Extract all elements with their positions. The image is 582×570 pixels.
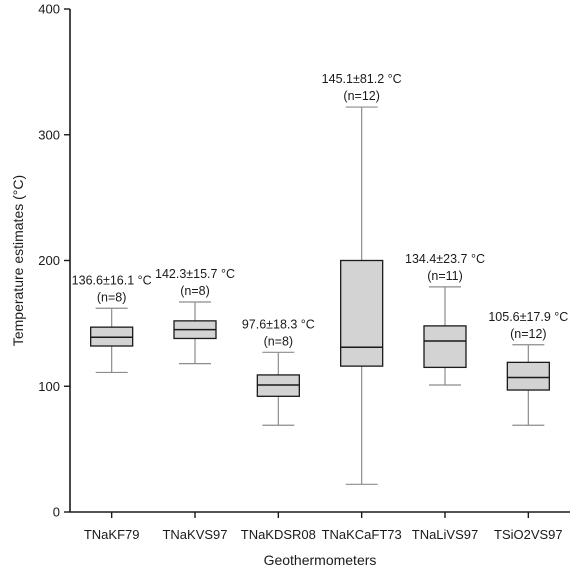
iqr-box xyxy=(340,259,384,367)
annotation-count: (n=8) xyxy=(264,334,294,348)
x-tick-label: TNaKDSR08 xyxy=(241,527,316,542)
x-tick-label: TNaLiVS97 xyxy=(412,527,478,542)
x-axis: TNaKF79 TNaKVS97 TNaKDSR08 TNaKCaFT73 TNaLiV… xyxy=(70,511,570,542)
iqr-box xyxy=(423,325,467,369)
boxes xyxy=(90,106,550,485)
box-TNaKF79 xyxy=(90,307,134,374)
box-TNaLiVS97 xyxy=(423,286,467,386)
box-TSiO2VS97 xyxy=(506,344,550,426)
box-TNaKCaFT73 xyxy=(340,106,384,485)
annotation-mean: 142.3±15.7 °C xyxy=(155,267,235,281)
annotation-mean: 136.6±16.1 °C xyxy=(72,273,152,287)
y-axis: 0 100 200 300 400 xyxy=(38,2,71,520)
annotation-mean: 97.6±18.3 °C xyxy=(242,317,315,331)
x-tick-label: TSiO2VS97 xyxy=(494,527,563,542)
annotation-count: (n=12) xyxy=(343,89,379,103)
annotation-mean: 145.1±81.2 °C xyxy=(322,72,402,86)
x-tick-label: TNaKCaFT73 xyxy=(322,527,402,542)
annotation-count: (n=12) xyxy=(510,327,546,341)
annotation-mean: 134.4±23.7 °C xyxy=(405,252,485,266)
iqr-box xyxy=(506,361,550,391)
y-tick-label: 300 xyxy=(38,127,60,142)
y-tick-label: 400 xyxy=(38,2,60,17)
y-tick-label: 200 xyxy=(38,253,60,268)
box-TNaKDSR08 xyxy=(256,351,300,426)
y-tick-label: 100 xyxy=(38,379,60,394)
annotation-count: (n=8) xyxy=(180,284,210,298)
y-tick-label: 0 xyxy=(53,505,60,520)
x-tick-label: TNaKVS97 xyxy=(162,527,227,542)
annotation-count: (n=11) xyxy=(427,269,463,283)
annotation-count: (n=8) xyxy=(97,290,127,304)
x-tick-label: TNaKF79 xyxy=(84,527,140,542)
y-axis-title: Temperature estimates (°C) xyxy=(10,175,26,346)
annotation-mean: 105.6±17.9 °C xyxy=(488,310,568,324)
annotations: (n=8) 136.6±16.1 °C (n=8) 142.3±15.7 °C (n=8… xyxy=(72,72,569,348)
x-axis-title: Geothermometers xyxy=(264,552,377,568)
box-TNaKVS97 xyxy=(173,301,217,365)
